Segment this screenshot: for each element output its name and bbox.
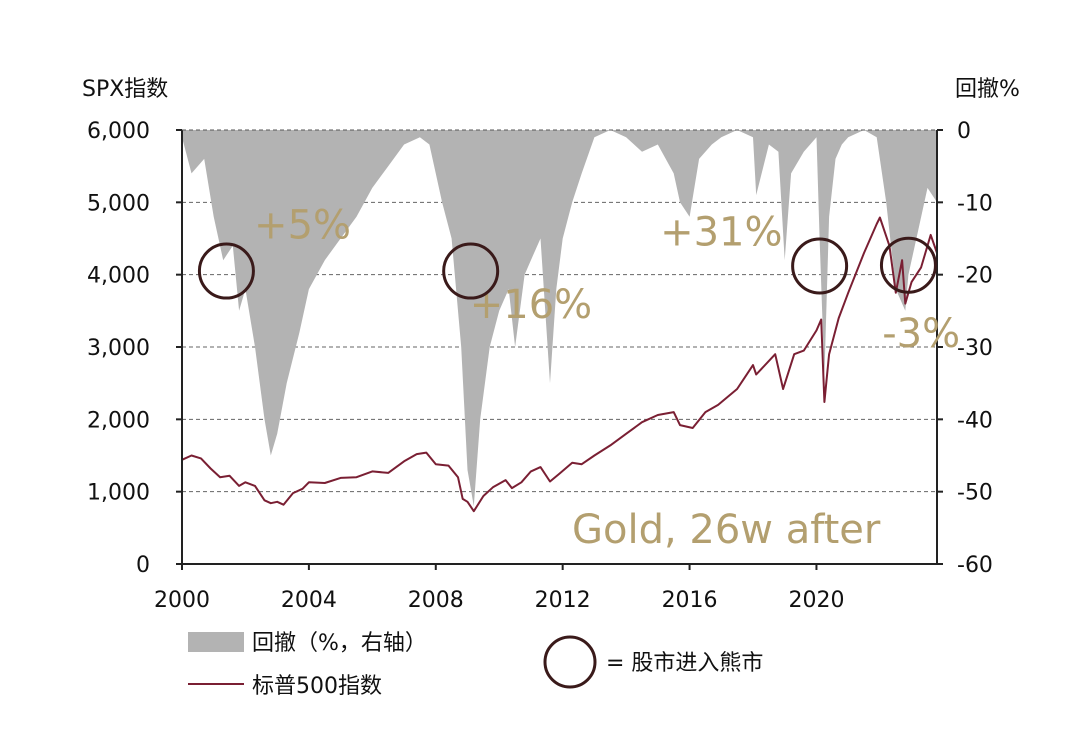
x-tick-label: 2004 [281, 588, 337, 613]
annotations: +5% +16% +31% -3% [254, 203, 960, 358]
right-tick-label: -40 [957, 408, 993, 433]
left-tick-label: 0 [136, 553, 150, 578]
left-tick-label: 1,000 [87, 481, 150, 506]
right-tick-label: 0 [957, 119, 971, 144]
annotation-label: +31% [660, 210, 782, 256]
left-tick-label: 2,000 [87, 408, 150, 433]
spx-line-layer [181, 216, 938, 513]
annotation-label: -3% [882, 311, 960, 357]
bear-market-circle [791, 237, 849, 295]
bear-market-circle [442, 242, 500, 300]
legend-circle-swatch [543, 635, 597, 689]
legend-line-label: 标普500指数 [252, 674, 382, 699]
right-tick-label: -10 [957, 191, 993, 216]
left-tick-label: 4,000 [87, 264, 150, 289]
x-tick-label: 2000 [154, 588, 210, 613]
right-tick-label: -50 [957, 481, 993, 506]
legend: 回撤（%，右轴） 标普500指数 = 股市进入熊市 [188, 631, 763, 699]
legend-area-label: 回撤（%，右轴） [252, 631, 427, 656]
right-axis-title: 回撤% [955, 77, 1020, 102]
bear-market-circle [197, 242, 255, 300]
left-tick-label: 6,000 [87, 119, 150, 144]
annotation-label: +5% [254, 203, 351, 249]
x-tick-label: 2016 [662, 588, 718, 613]
axes [176, 129, 943, 570]
tick-labels: 6,000 5,000 4,000 3,000 2,000 1,000 0 0 -10 -20 -3… [87, 119, 993, 613]
annotation-label: +16% [470, 282, 592, 328]
right-tick-label: -60 [957, 553, 993, 578]
left-tick-label: 3,000 [87, 336, 150, 361]
bear-market-circles [197, 236, 937, 300]
drawdown-area [182, 130, 937, 507]
x-tick-label: 2020 [788, 588, 844, 613]
legend-circle-label: = 股市进入熊市 [606, 651, 763, 676]
left-axis-title: SPX指数 [82, 77, 168, 102]
right-tick-label: -30 [957, 336, 993, 361]
x-tick-label: 2008 [408, 588, 464, 613]
legend-area-swatch [188, 632, 244, 652]
spx-line [181, 216, 938, 513]
corner-note: Gold, 26w after [572, 507, 881, 553]
left-tick-label: 5,000 [87, 191, 150, 216]
x-tick-label: 2012 [535, 588, 591, 613]
right-tick-label: -20 [957, 264, 993, 289]
drawdown-area-layer [182, 130, 937, 507]
bear-market-circle [879, 236, 937, 294]
